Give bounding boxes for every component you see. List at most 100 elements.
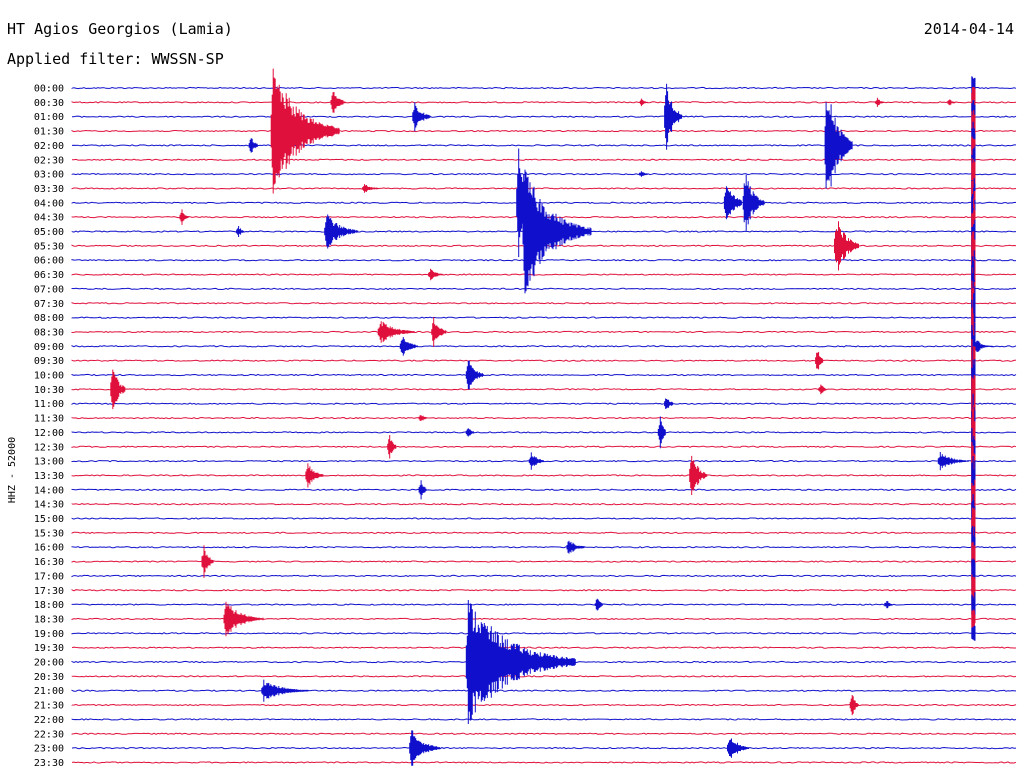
event-burst <box>723 186 742 220</box>
tick-label: 00:00 <box>34 84 64 95</box>
trace-line <box>71 474 1017 477</box>
trace-line <box>71 732 1017 735</box>
tick-label: 12:00 <box>34 428 64 439</box>
trace-line <box>71 560 1017 563</box>
tick-label: 06:00 <box>34 256 64 267</box>
tick-label: 22:00 <box>34 715 64 726</box>
trace-line <box>71 101 1017 104</box>
event-burst <box>201 545 214 578</box>
y-axis-label: HHZ - 52000 <box>7 437 18 503</box>
trace-line <box>71 459 1017 463</box>
trace-line <box>71 531 1017 534</box>
trace-line <box>71 86 1017 90</box>
tick-label: 15:00 <box>34 514 64 525</box>
trace-line <box>71 703 1017 707</box>
trace-line <box>71 574 1017 578</box>
trace-line <box>71 158 1017 161</box>
record-date: 2014-04-14 <box>923 20 1014 38</box>
event-burst <box>236 226 245 237</box>
trace-line <box>71 172 1017 176</box>
event-burst <box>418 415 427 421</box>
large-event-burst <box>971 609 976 629</box>
trace-line <box>71 517 1017 520</box>
event-burst <box>528 452 544 470</box>
event-burst <box>261 679 309 702</box>
tick-label: 09:30 <box>34 356 64 367</box>
trace-line <box>71 359 1017 362</box>
tick-label: 01:00 <box>34 112 64 123</box>
tick-label: 16:30 <box>34 557 64 568</box>
tick-label: 02:00 <box>34 141 64 152</box>
event-burst <box>223 601 264 637</box>
tick-label: 04:00 <box>34 198 64 209</box>
trace-line <box>71 718 1017 721</box>
trace-line <box>71 675 1017 678</box>
event-burst <box>270 68 340 194</box>
trace-line <box>71 345 1017 348</box>
event-burst <box>815 351 824 370</box>
tick-label: 03:30 <box>34 184 64 195</box>
trace-line <box>71 761 1017 764</box>
tick-label: 17:00 <box>34 571 64 582</box>
tick-label: 06:30 <box>34 270 64 281</box>
tick-label: 13:00 <box>34 457 64 468</box>
tick-label: 22:30 <box>34 729 64 740</box>
trace-line <box>71 388 1017 391</box>
trace-line <box>71 603 1017 606</box>
tick-label: 00:30 <box>34 98 64 109</box>
tick-label: 14:00 <box>34 485 64 496</box>
event-burst <box>874 97 884 107</box>
tick-label: 04:30 <box>34 213 64 224</box>
tick-label: 08:30 <box>34 327 64 338</box>
tick-label: 01:30 <box>34 127 64 138</box>
trace-line <box>71 302 1017 305</box>
event-burst <box>179 209 189 225</box>
large-event-burst <box>971 592 976 617</box>
seismic-traces <box>71 86 1017 764</box>
time-tick-labels: 00:00 00:30 01:00 01:30 02:00 02:30 03:00 03:30… <box>34 84 64 769</box>
trace-line <box>71 287 1017 291</box>
event-burst <box>638 171 648 177</box>
event-burst <box>818 384 827 395</box>
event-burst <box>465 360 484 390</box>
tick-label: 10:30 <box>34 385 64 396</box>
event-burst <box>330 92 346 113</box>
trace-line <box>71 416 1017 420</box>
trace-line <box>71 431 1017 434</box>
tick-label: 11:00 <box>34 399 64 410</box>
event-burst <box>594 598 603 611</box>
trace-line <box>71 689 1017 692</box>
trace-line <box>71 503 1017 506</box>
tick-label: 11:30 <box>34 414 64 425</box>
event-burst <box>465 428 474 437</box>
tick-label: 02:30 <box>34 155 64 166</box>
tick-label: 03:00 <box>34 170 64 181</box>
large-event-burst <box>971 574 976 606</box>
tick-label: 21:00 <box>34 686 64 697</box>
trace-line <box>71 129 1017 133</box>
tick-label: 20:30 <box>34 672 64 683</box>
trace-line <box>72 115 1017 118</box>
event-burst <box>689 455 708 495</box>
tick-label: 09:00 <box>34 342 64 353</box>
station-title: HT Agios Georgios (Lamia) <box>7 20 233 38</box>
tick-label: 05:00 <box>34 227 64 238</box>
trace-line <box>71 617 1017 621</box>
event-burst <box>387 435 397 459</box>
filter-label: Applied filter: WWSSN-SP <box>7 50 224 68</box>
event-burst <box>664 398 674 409</box>
tick-label: 23:30 <box>34 758 64 769</box>
trace-line <box>71 273 1017 276</box>
large-event-burst <box>971 625 976 641</box>
event-burst <box>431 317 447 347</box>
tick-label: 12:30 <box>34 442 64 453</box>
event-burst <box>377 321 415 343</box>
trace-line <box>71 589 1017 592</box>
event-burst <box>937 452 969 471</box>
event-burst <box>362 184 380 193</box>
tick-label: 10:00 <box>34 371 64 382</box>
tick-label: 21:30 <box>34 701 64 712</box>
event-burst <box>418 480 427 500</box>
event-burst <box>727 738 749 758</box>
event-burst <box>884 601 893 609</box>
